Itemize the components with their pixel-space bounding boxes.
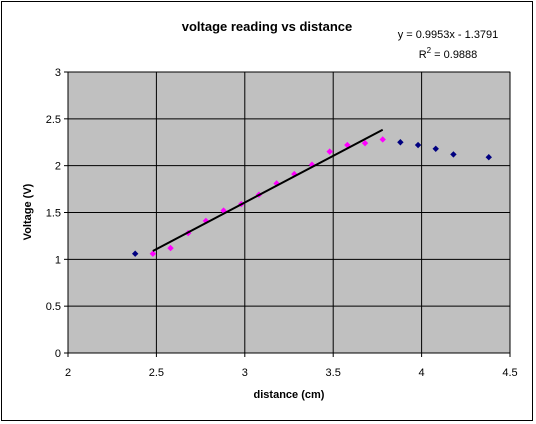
data-point [361, 139, 369, 147]
data-point [344, 141, 351, 149]
data-point [131, 250, 139, 257]
y-tick-label: 1 [55, 254, 61, 266]
y-tick-label: 0.5 [46, 301, 61, 313]
x-tick-label: 3 [242, 367, 248, 379]
y-axis-title: Voltage (V) [22, 183, 34, 240]
y-tick-labels: 0 0.5 1 1.5 2 2.5 3 [46, 67, 61, 360]
y-tick-label: 1.5 [46, 208, 61, 220]
data-point [379, 136, 386, 143]
r-squared-label: R2 = 0.9888 [419, 46, 478, 61]
data-point [167, 244, 174, 252]
trendline [152, 128, 384, 252]
data-point [414, 141, 422, 149]
data-point [432, 145, 439, 153]
data-point [485, 154, 492, 161]
y-tick-label: 2.5 [46, 114, 61, 126]
data-point [149, 250, 157, 257]
trendline-layer [152, 128, 384, 252]
chart-title: voltage reading vs distance [182, 19, 353, 34]
axes [64, 71, 511, 357]
x-tick-label: 3.5 [326, 367, 341, 379]
data-point [326, 148, 333, 155]
y-tick-label: 2 [55, 161, 61, 173]
x-tick-label: 4 [419, 367, 425, 379]
y-tick-label: 3 [55, 67, 61, 79]
x-tick-labels: 2 2.5 3 3.5 4 4.5 [65, 367, 518, 379]
x-tick-label: 4.5 [502, 367, 517, 379]
x-tick-label: 2 [65, 367, 71, 379]
x-axis-title: distance (cm) [254, 389, 325, 401]
x-tick-label: 2.5 [149, 367, 164, 379]
series-1 [131, 139, 492, 257]
trendline-equation: y = 0.9953x - 1.3791 [398, 29, 499, 41]
y-tick-label: 0 [55, 348, 61, 360]
data-point [397, 139, 404, 146]
data-point [450, 151, 457, 158]
